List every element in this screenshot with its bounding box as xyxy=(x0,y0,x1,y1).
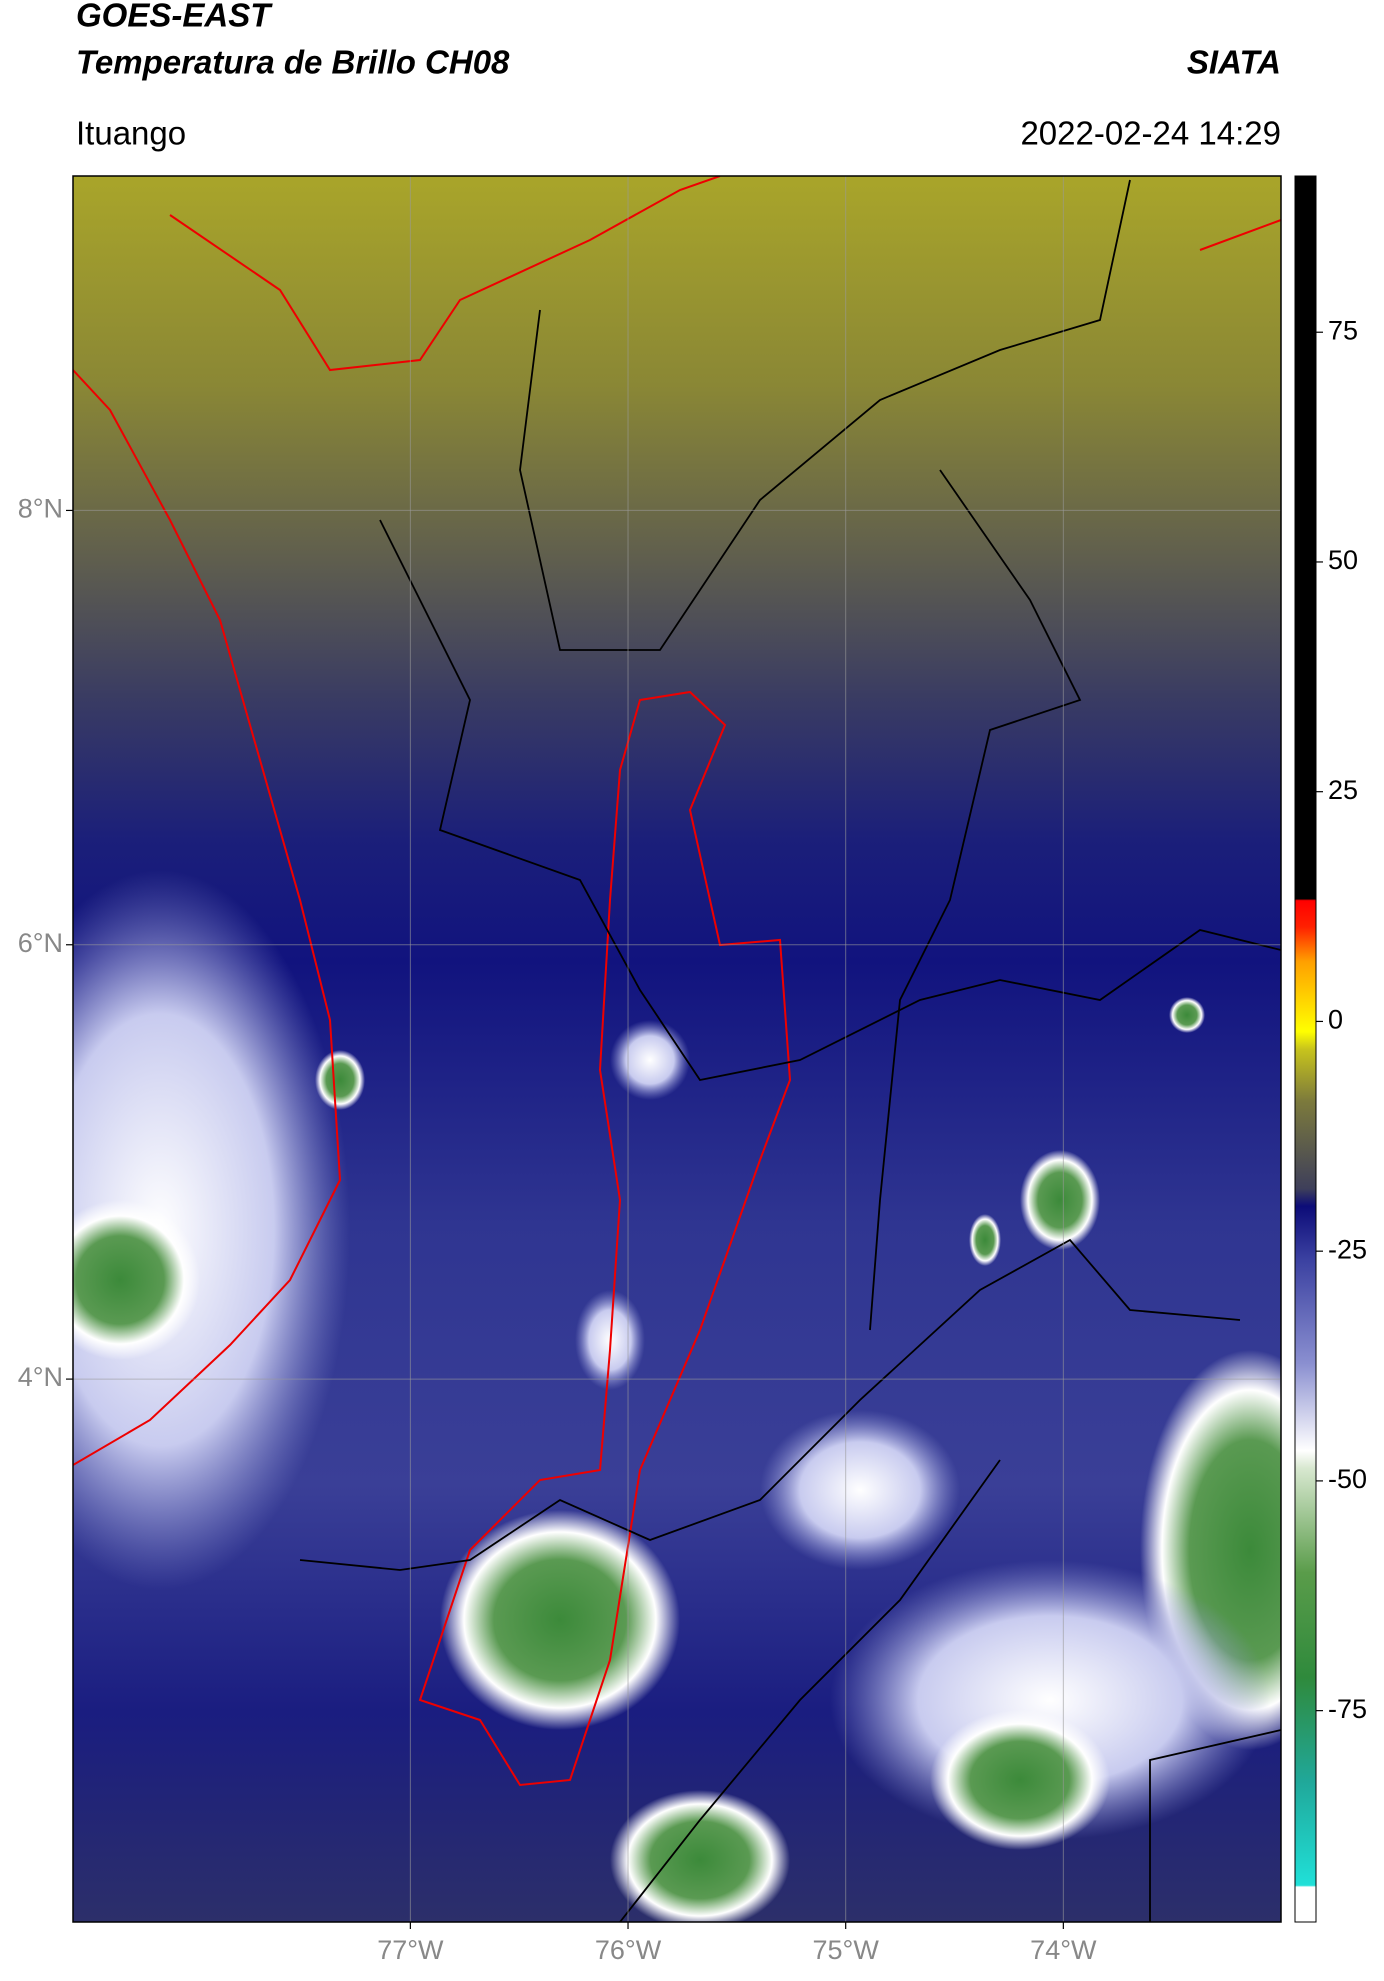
satellite-title: GOES-EAST xyxy=(76,0,273,34)
colorbar-ticks: -75 -50 -25 0 25 50 75 xyxy=(1316,315,1367,1724)
colorbar-tick-label: -75 xyxy=(1328,1694,1367,1724)
y-tick-label: 8°N xyxy=(18,494,63,524)
product-title: Temperatura de Brillo CH08 xyxy=(76,44,510,81)
map-frame xyxy=(72,175,1282,1923)
y-tick-label: 4°N xyxy=(18,1362,63,1392)
agency-label: SIATA xyxy=(1187,44,1281,81)
colorbar-tick-label: 0 xyxy=(1328,1005,1343,1035)
datetime-label: 2022-02-24 14:29 xyxy=(1020,115,1281,152)
map-imagery xyxy=(73,176,1281,1922)
x-tick-label: 75°W xyxy=(813,1935,880,1965)
colorbar-tick-label: 25 xyxy=(1328,775,1358,805)
x-tick-label: 74°W xyxy=(1030,1935,1097,1965)
region-label: Ituango xyxy=(76,115,186,152)
colorbar-tick-label: 50 xyxy=(1328,545,1358,575)
x-tick-label: 77°W xyxy=(377,1935,444,1965)
colorbar-tick-label: 75 xyxy=(1328,315,1358,345)
colorbar-tick-label: -50 xyxy=(1328,1464,1367,1494)
colorbar-tick-label: -25 xyxy=(1328,1234,1367,1264)
y-tick-label: 6°N xyxy=(18,928,63,958)
x-tick-label: 76°W xyxy=(595,1935,662,1965)
colorbar xyxy=(1294,175,1317,1923)
grid xyxy=(73,176,1281,1922)
